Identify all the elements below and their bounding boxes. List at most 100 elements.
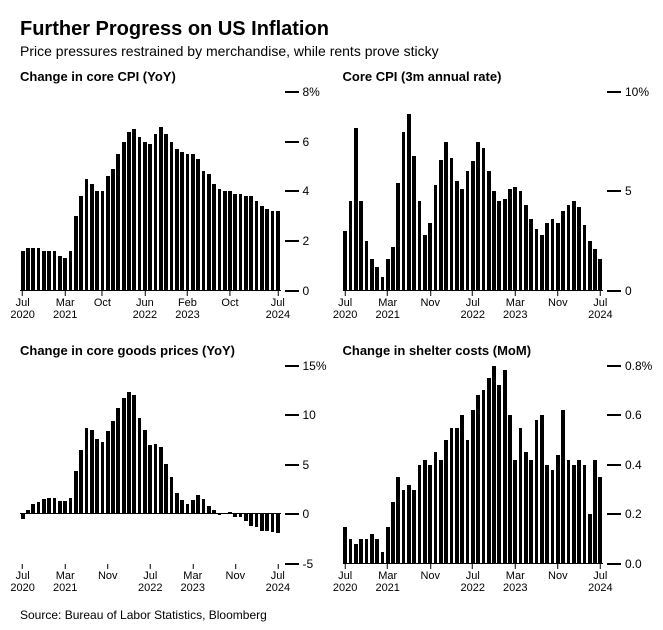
bar xyxy=(175,149,179,290)
bar xyxy=(396,477,400,564)
x-tick-year: 2022 xyxy=(461,582,485,594)
x-axis: Jul2020Mar2021NovJul2022Mar2023NovJul202… xyxy=(343,291,604,321)
x-tick-year: 2021 xyxy=(53,582,77,594)
bar xyxy=(386,259,390,291)
bar xyxy=(111,421,115,514)
x-tick: Jul2022 xyxy=(461,291,485,321)
bar xyxy=(37,502,41,514)
x-axis: Jul2020Mar2021OctJun2022Feb2023OctJul202… xyxy=(20,291,281,321)
bar xyxy=(450,428,454,564)
bar xyxy=(418,201,422,290)
x-tick-year: 2022 xyxy=(138,582,162,594)
bar xyxy=(265,209,269,291)
x-tick: Nov xyxy=(548,564,568,582)
bar xyxy=(212,510,216,514)
bar xyxy=(412,490,416,564)
bar xyxy=(239,194,243,291)
y-tick-label: 0.8% xyxy=(625,359,652,373)
bar xyxy=(95,439,99,514)
x-tick-month: Nov xyxy=(98,570,118,582)
bar xyxy=(122,398,126,514)
y-tick-label: 0 xyxy=(303,507,310,521)
bar xyxy=(391,502,395,564)
bar xyxy=(196,495,200,515)
panel-core-cpi-yoy: Change in core CPI (YoY)Jul2020Mar2021Oc… xyxy=(20,69,321,321)
x-tick-month: Mar xyxy=(375,570,399,582)
bar xyxy=(535,420,539,564)
bar xyxy=(556,223,560,290)
y-tick: 10% xyxy=(607,85,649,99)
bar xyxy=(567,205,571,290)
bar xyxy=(53,498,57,515)
source-footer: Source: Bureau of Labor Statistics, Bloo… xyxy=(20,608,643,622)
x-tick-month: Mar xyxy=(181,570,205,582)
x-tick-year: 2023 xyxy=(175,309,199,321)
bar xyxy=(476,142,480,291)
bar xyxy=(233,194,237,291)
bar xyxy=(444,142,448,291)
y-tick: 0 xyxy=(607,284,632,298)
bar xyxy=(138,137,142,291)
bar xyxy=(529,219,533,290)
bar xyxy=(228,191,232,290)
x-tick-year: 2020 xyxy=(333,582,357,594)
bar xyxy=(180,152,184,291)
bar xyxy=(524,205,528,290)
bar xyxy=(148,445,152,514)
bar xyxy=(428,465,432,564)
bar xyxy=(63,258,67,290)
bar xyxy=(228,512,232,514)
x-tick: Oct xyxy=(94,291,111,309)
y-tick-mark xyxy=(285,91,299,93)
bar xyxy=(370,259,374,291)
bar xyxy=(492,366,496,565)
y-tick-label: 0 xyxy=(303,284,310,298)
bar xyxy=(265,514,269,531)
y-tick-label: 5 xyxy=(303,458,310,472)
bar xyxy=(540,235,544,291)
bar xyxy=(423,460,427,564)
bar xyxy=(561,211,565,290)
x-tick: Jul2020 xyxy=(333,564,357,594)
x-tick-month: Nov xyxy=(226,570,246,582)
bar xyxy=(593,460,597,564)
panel-core-cpi-3m: Core CPI (3m annual rate)Jul2020Mar2021N… xyxy=(343,69,644,321)
bar xyxy=(412,156,416,291)
bar xyxy=(138,418,142,514)
bar xyxy=(74,471,78,515)
bar xyxy=(524,452,528,564)
y-tick-mark xyxy=(285,563,299,565)
bar xyxy=(21,251,25,291)
x-tick: Mar2023 xyxy=(503,291,527,321)
bar xyxy=(561,410,565,564)
bar xyxy=(47,498,51,515)
bars xyxy=(20,366,281,565)
bar xyxy=(359,201,363,290)
plot-area: Jul2020Mar2021NovJul2022Mar2023NovJul202… xyxy=(343,362,604,595)
y-tick: 0.2 xyxy=(607,507,642,521)
bar xyxy=(343,231,347,291)
bar xyxy=(508,189,512,290)
plot-area: Jul2020Mar2021NovJul2022Mar2023NovJul202… xyxy=(20,362,281,595)
bar xyxy=(249,196,253,290)
bar xyxy=(159,447,163,514)
bar xyxy=(487,171,491,290)
panel-title: Change in shelter costs (MoM) xyxy=(343,343,644,358)
y-tick: 0 xyxy=(285,284,310,298)
bar xyxy=(143,142,147,291)
x-tick-year: 2021 xyxy=(375,582,399,594)
bar xyxy=(47,251,51,291)
bar xyxy=(365,241,369,291)
bar xyxy=(439,160,443,291)
x-tick: Nov xyxy=(548,291,568,309)
x-tick-year: 2023 xyxy=(503,582,527,594)
bar xyxy=(471,410,475,564)
x-tick-month: Feb xyxy=(175,297,199,309)
bar xyxy=(349,539,353,564)
bar xyxy=(583,225,587,291)
x-tick-month: Oct xyxy=(221,297,238,309)
bar xyxy=(42,251,46,291)
y-tick-label: 0.0 xyxy=(625,557,642,571)
y-tick-mark xyxy=(607,190,621,192)
page-subtitle: Price pressures restrained by merchandis… xyxy=(20,43,643,59)
